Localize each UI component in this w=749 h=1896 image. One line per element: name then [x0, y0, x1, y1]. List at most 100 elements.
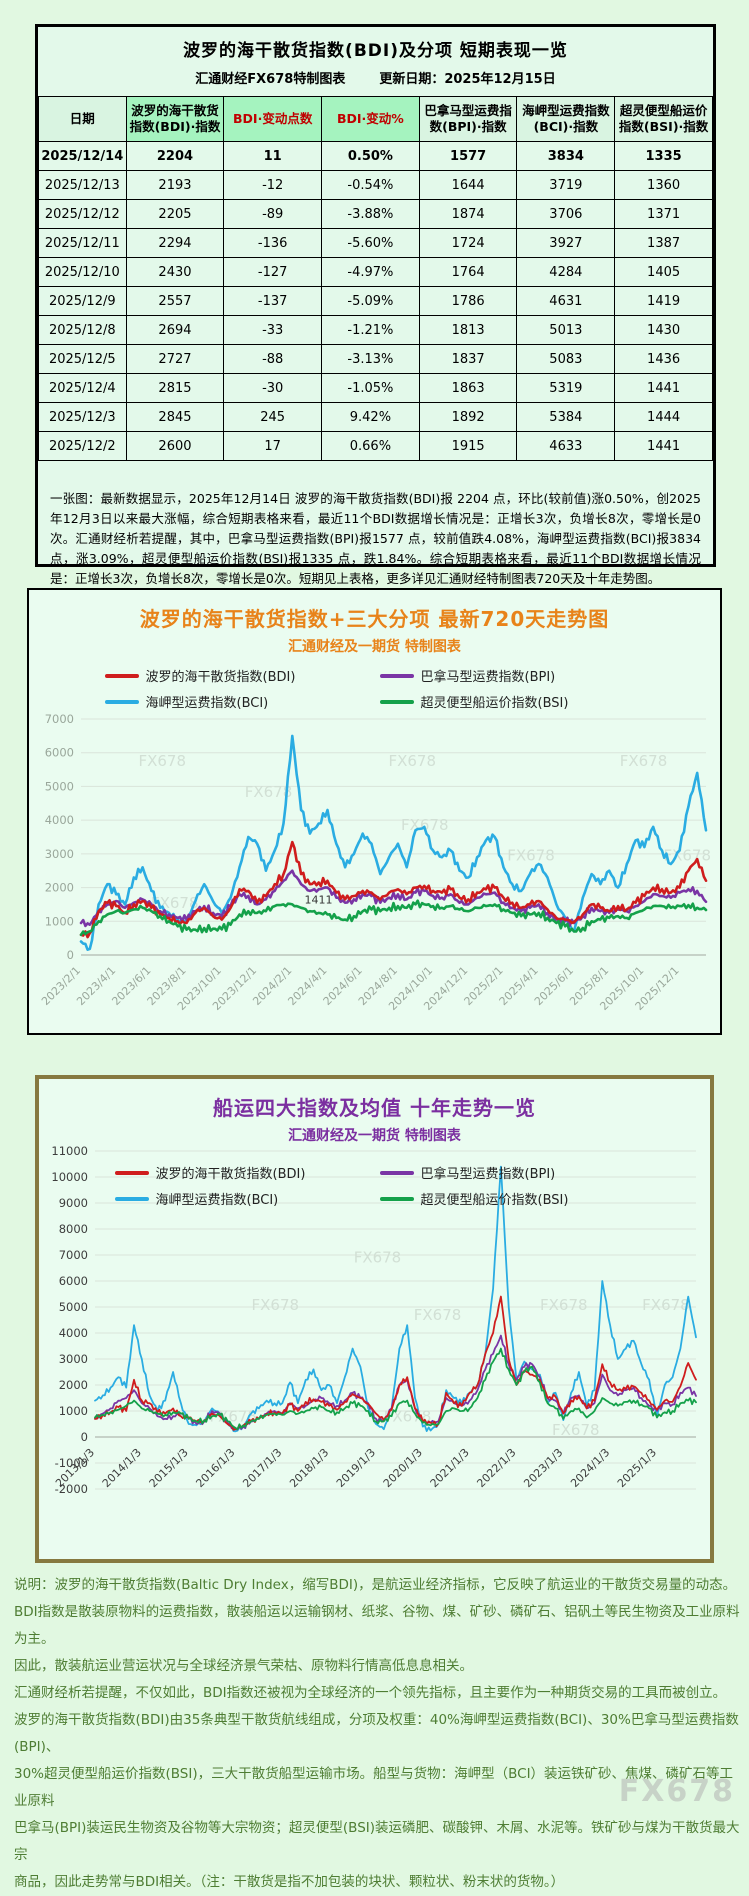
svg-text:2019/1/3: 2019/1/3 — [334, 1446, 378, 1490]
legend-label: 超灵便型船运价指数(BSI) — [420, 1193, 569, 1208]
table-cell: -1.21% — [321, 315, 420, 345]
table-body: 2025/12/14 2204 11 0.50% 1577 3834 1335 2025/12… — [38, 141, 713, 461]
table-header-cell: 超灵便型船运价指数(BSI)·指数 — [614, 96, 713, 142]
chart-10y-legend: 波罗的海干散货指数(BDI) 巴拿马型运费指数(BPI) 海岬型运费指数(BCI) 超… — [114, 1163, 635, 1208]
table-title: 波罗的海干散货指数(BDI)及分项 短期表现一览 — [183, 41, 568, 61]
svg-text:4000: 4000 — [59, 1326, 88, 1340]
table-cell: 4631 — [516, 286, 616, 316]
footer-line: 巴拿马(BPI)装运民生物资及谷物等大宗物资；超灵便型(BSI)装运磷肥、碳酸钾… — [14, 1820, 740, 1863]
table-header-cell: 日期 — [38, 96, 127, 142]
svg-text:11000: 11000 — [51, 1145, 88, 1158]
table-cell: 1644 — [418, 170, 518, 200]
table-cell: -137 — [223, 286, 323, 316]
table-cell: 1441 — [614, 373, 713, 403]
chart-10y-panel: 船运四大指数及均值 十年走势一览 汇通财经及一期货 特制图表 波罗的海干散货指数… — [35, 1075, 714, 1563]
table-row: 2025/12/11 2294 -136 -5.60% 1724 3927 1387 — [38, 228, 713, 258]
table-row: 2025/12/2 2600 17 0.66% 1915 4633 1441 — [38, 431, 713, 461]
table-cell: 1724 — [418, 228, 518, 258]
table-cell: 2025/12/14 — [38, 141, 127, 171]
svg-text:6000: 6000 — [59, 1274, 88, 1288]
table-header-cell: 海岬型运费指数(BCI)·指数 — [516, 96, 616, 142]
chart-10y-canvas: -2000 -1000 0 1000 2000 3000 4000 5000 6000 7000 8… — [51, 1145, 697, 1496]
svg-text:FX678: FX678 — [507, 847, 555, 865]
footer-line: 说明：波罗的海干散货指数(Baltic Dry Index，缩写BDI)，是航运… — [14, 1577, 737, 1593]
table-cell: -1.05% — [321, 373, 420, 403]
table-cell: 1371 — [614, 199, 713, 229]
table-cell: 0.50% — [321, 141, 420, 171]
svg-text:2021/1/3: 2021/1/3 — [428, 1446, 472, 1490]
table-cell: 1360 — [614, 170, 713, 200]
table-row: 2025/12/10 2430 -127 -4.97% 1764 4284 1405 — [38, 257, 713, 287]
legend-item: 波罗的海干散货指数(BDI) — [104, 666, 370, 685]
table-cell: -4.97% — [321, 257, 420, 287]
svg-text:5000: 5000 — [45, 779, 74, 793]
svg-text:0: 0 — [67, 948, 74, 962]
svg-text:2015/1/3: 2015/1/3 — [147, 1446, 191, 1490]
svg-text:-1000: -1000 — [55, 1456, 88, 1470]
svg-text:2024/1/3: 2024/1/3 — [568, 1446, 612, 1490]
legend-label: 巴拿马型运费指数(BPI) — [420, 1167, 556, 1182]
legend-item: 波罗的海干散货指数(BDI) — [114, 1163, 370, 1182]
footer-description: 说明：波罗的海干散货指数(Baltic Dry Index，缩写BDI)，是航运… — [14, 1572, 740, 1896]
table-row: 2025/12/13 2193 -12 -0.54% 1644 3719 1360 — [38, 170, 713, 200]
legend-label: 海岬型运费指数(BCI) — [155, 1193, 279, 1208]
svg-text:FX678: FX678 — [138, 752, 186, 770]
svg-text:7000: 7000 — [45, 712, 74, 726]
footer-line: 波罗的海干散货指数(BDI)由35条典型干散货航线组成，分项及权重：40%海岬型… — [14, 1712, 739, 1755]
svg-text:FX678: FX678 — [540, 1296, 588, 1314]
table-cell: 1419 — [614, 286, 713, 316]
table-cell: 5013 — [516, 315, 616, 345]
table-cell: -3.88% — [321, 199, 420, 229]
table-cell: 2815 — [125, 373, 225, 403]
svg-text:2000: 2000 — [59, 1378, 88, 1392]
svg-text:2000: 2000 — [45, 881, 74, 895]
svg-text:6000: 6000 — [45, 746, 74, 760]
legend-label: 巴拿马型运费指数(BPI) — [420, 670, 556, 685]
table-cell: 1441 — [614, 431, 713, 461]
table-cell: 1863 — [418, 373, 518, 403]
table-cell: 3706 — [516, 199, 616, 229]
legend-line-swatch — [114, 1171, 149, 1175]
table-cell: 2294 — [125, 228, 225, 258]
table-cell: 2025/12/12 — [38, 199, 127, 229]
table-header-row: 日期 波罗的海干散货指数(BDI)·指数 BDI·变动点数 BDI·变动% 巴拿马型运费… — [38, 96, 713, 142]
chart-10y-wrap: 波罗的海干散货指数(BDI) 巴拿马型运费指数(BPI) 海岬型运费指数(BCI) 超… — [39, 1145, 710, 1549]
table-cell: -33 — [223, 315, 323, 345]
page-root: { "page": { "watermark": "FX678", "backg… — [14, 24, 740, 1890]
table-cell: 4284 — [516, 257, 616, 287]
table-cell: 1786 — [418, 286, 518, 316]
table-note-text: 一张图：最新数据显示，2025年12月14日 波罗的海干散货指数(BDI)报 2… — [50, 491, 701, 586]
legend-line-swatch — [379, 674, 414, 678]
table-row: 2025/12/14 2204 11 0.50% 1577 3834 1335 — [38, 141, 713, 171]
svg-text:FX678: FX678 — [663, 847, 711, 865]
table-cell: 2600 — [125, 431, 225, 461]
table-cell: -12 — [223, 170, 323, 200]
legend-line-swatch — [379, 1171, 414, 1175]
table-cell: 3927 — [516, 228, 616, 258]
legend-label: 波罗的海干散货指数(BDI) — [145, 670, 296, 685]
svg-text:2023/1/3: 2023/1/3 — [521, 1446, 565, 1490]
svg-text:2018/1/3: 2018/1/3 — [287, 1446, 331, 1490]
svg-text:4000: 4000 — [45, 813, 74, 827]
legend-label: 波罗的海干散货指数(BDI) — [155, 1167, 306, 1182]
table-row: 2025/12/3 2845 245 9.42% 1892 5384 1444 — [38, 402, 713, 432]
svg-text:FX678: FX678 — [401, 816, 449, 834]
chart-720-canvas: 0 1000 2000 3000 4000 5000 6000 7000 FX678 FX678 F… — [39, 712, 711, 1013]
chart-720-legend: 波罗的海干散货指数(BDI) 巴拿马型运费指数(BPI) 海岬型运费指数(BCI) 超… — [104, 666, 645, 711]
svg-text:FX678: FX678 — [388, 752, 436, 770]
table-row: 2025/12/12 2205 -89 -3.88% 1874 3706 1371 — [38, 199, 713, 229]
legend-line-swatch — [104, 700, 139, 704]
fx678-watermark: FX678 — [618, 1774, 735, 1809]
svg-text:7000: 7000 — [59, 1248, 88, 1262]
table-cell: -89 — [223, 199, 323, 229]
table-cell: 2025/12/11 — [38, 228, 127, 258]
footer-line: 30%超灵便型船运价指数(BSI)，三大干散货船型运输市场。船型与货物：海岬型（… — [14, 1766, 734, 1809]
table-cell: 1764 — [418, 257, 518, 287]
legend-item: 巴拿马型运费指数(BPI) — [379, 1163, 635, 1182]
table-header-cell: 波罗的海干散货指数(BDI)·指数 — [125, 96, 225, 142]
svg-text:2016/1/3: 2016/1/3 — [193, 1446, 237, 1490]
svg-text:FX678: FX678 — [414, 1306, 462, 1324]
table-cell: 0.66% — [321, 431, 420, 461]
svg-text:3000: 3000 — [45, 847, 74, 861]
svg-text:1411: 1411 — [305, 893, 333, 906]
